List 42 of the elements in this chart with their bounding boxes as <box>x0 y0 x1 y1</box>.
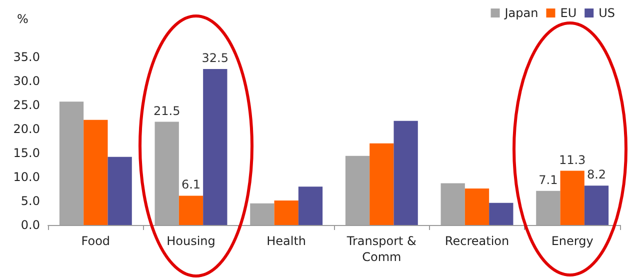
y-tick-label: 25.0 <box>13 98 40 112</box>
bar <box>370 143 394 225</box>
bar <box>584 186 609 225</box>
y-tick-label: 20.0 <box>13 122 40 136</box>
x-tick-label: Recreation <box>444 234 510 248</box>
y-tick-label: 0.0 <box>20 218 40 232</box>
y-axis-title: % <box>17 12 28 26</box>
x-tick-label: Energy <box>551 234 594 248</box>
bar <box>394 120 418 225</box>
bar <box>84 120 108 225</box>
bar <box>560 170 584 225</box>
bar <box>203 69 228 225</box>
legend-label: Japan <box>504 6 538 20</box>
bar <box>464 188 490 225</box>
data-label: 21.5 <box>153 104 180 118</box>
bar <box>345 156 370 225</box>
legend-label: EU <box>560 6 577 20</box>
y-tick-label: 10.0 <box>13 170 40 184</box>
data-label: 6.1 <box>181 178 201 192</box>
y-tick-label: 15.0 <box>13 146 40 160</box>
y-tick-label: 30.0 <box>13 74 40 88</box>
legend-label: US <box>598 6 616 20</box>
x-tick-label: Housing <box>166 234 216 248</box>
bar <box>489 202 514 225</box>
data-label: 11.3 <box>558 152 586 167</box>
bar <box>108 156 132 225</box>
x-tick-label: Transport & Comm <box>346 234 416 264</box>
x-tick-label: Food <box>81 234 110 248</box>
y-tick-label: 35.0 <box>13 50 40 64</box>
data-label: 32.5 <box>202 51 229 65</box>
x-tick-label: Health <box>266 234 306 248</box>
bar <box>274 200 298 225</box>
bar <box>536 190 560 225</box>
bar <box>154 122 179 225</box>
bar <box>59 102 84 225</box>
y-tick-label: 5.0 <box>20 194 40 208</box>
bar <box>440 183 465 225</box>
bar <box>250 203 274 225</box>
bar <box>178 196 204 225</box>
data-label: 7.1 <box>538 172 558 187</box>
bar <box>298 186 323 225</box>
data-label: 8.2 <box>586 168 606 182</box>
